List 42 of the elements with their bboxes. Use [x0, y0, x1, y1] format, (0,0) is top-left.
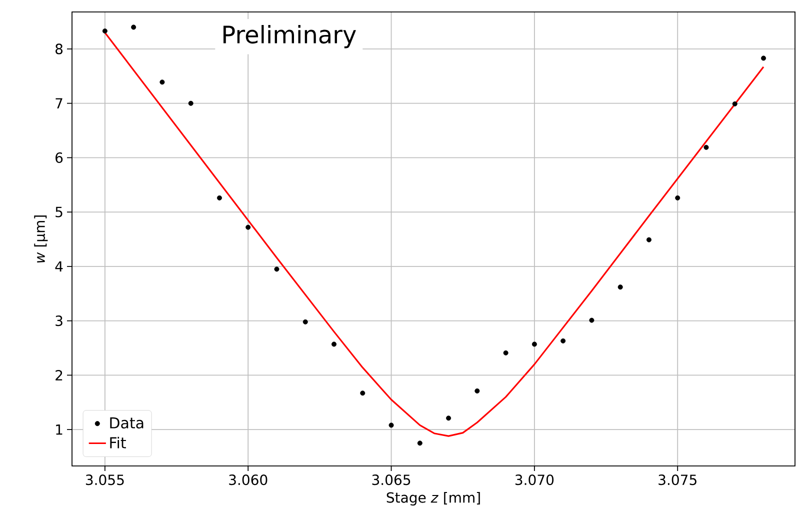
point [102, 28, 108, 34]
y-tick-label: 4 [55, 261, 63, 272]
x-tick-label: 3.060 [229, 474, 268, 486]
y-tick-label: 6 [56, 152, 63, 163]
point [732, 101, 738, 106]
point [446, 416, 452, 421]
x-tick-label: 3.055 [86, 474, 124, 486]
point [532, 342, 537, 347]
point [646, 237, 652, 242]
point [160, 80, 165, 85]
point [302, 319, 308, 324]
x-axis-title: Stage z [mm] [386, 492, 480, 506]
point [704, 144, 709, 150]
point [589, 318, 594, 323]
y-tick-label: 5 [56, 206, 62, 218]
y-axis-title: w [µm] [34, 216, 48, 262]
point [417, 440, 422, 446]
point [274, 266, 280, 272]
point [332, 342, 336, 347]
y-tick-label: 1 [56, 424, 62, 435]
y-tick-label: 2 [56, 370, 62, 380]
point [618, 284, 623, 290]
annotation: Preliminary [224, 25, 356, 48]
point [216, 195, 222, 200]
x-tick-label: 3.075 [658, 474, 696, 486]
point [675, 195, 680, 200]
point [360, 390, 366, 396]
point [246, 224, 251, 230]
point [474, 388, 480, 394]
point [388, 422, 394, 428]
x-tick-label: 3.070 [515, 474, 554, 486]
point [131, 24, 136, 30]
y-tick-label: 8 [56, 44, 63, 54]
x-tick-label: 3.065 [372, 474, 410, 486]
legend-label: Fit [110, 436, 126, 448]
point [560, 338, 566, 344]
y-tick-label: 3 [56, 316, 62, 326]
legend-label: Data [110, 417, 144, 429]
y-tick-label: 7 [56, 98, 62, 108]
point [503, 350, 508, 356]
point [188, 100, 194, 106]
point [761, 56, 766, 61]
